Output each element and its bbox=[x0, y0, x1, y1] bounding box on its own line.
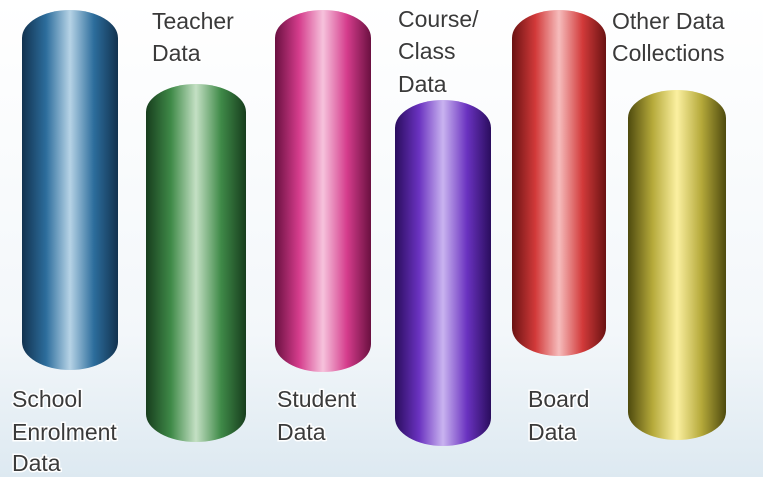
node-label: Data bbox=[398, 71, 447, 97]
node-label: Class bbox=[398, 38, 456, 64]
node-label: Data bbox=[152, 40, 201, 66]
cylinder bbox=[22, 10, 118, 370]
node-label: Student bbox=[277, 386, 357, 412]
node-label: Board bbox=[528, 386, 589, 412]
cylinder bbox=[512, 10, 606, 356]
node-label: Data bbox=[12, 450, 61, 476]
node-label: School bbox=[12, 386, 82, 412]
node-label: Other Data bbox=[612, 8, 725, 34]
node-label: Teacher bbox=[152, 8, 234, 34]
node-label: Data bbox=[528, 419, 577, 445]
cylinder bbox=[395, 100, 491, 446]
diagram: School Enrolment Data Teacher Data Stude… bbox=[0, 0, 763, 477]
cylinder bbox=[275, 10, 371, 372]
node-label: Enrolment bbox=[12, 419, 117, 445]
node-label: Collections bbox=[612, 40, 725, 66]
cylinder bbox=[628, 90, 726, 440]
node-label: Data bbox=[277, 419, 326, 445]
node-label: Course/ bbox=[398, 6, 479, 32]
page: School Enrolment Data Teacher Data Stude… bbox=[0, 0, 763, 477]
cylinder bbox=[146, 84, 246, 442]
